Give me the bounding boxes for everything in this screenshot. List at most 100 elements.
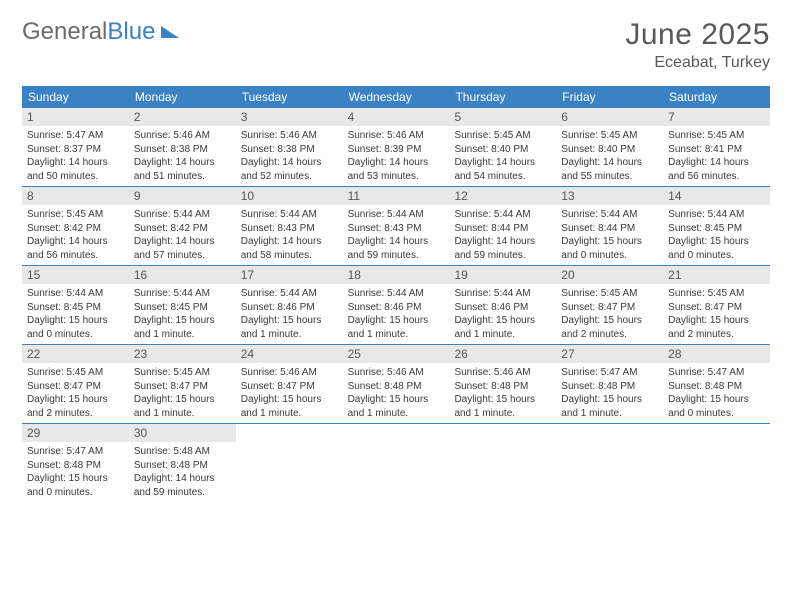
day-cell: 13Sunrise: 5:44 AMSunset: 8:44 PMDayligh…	[556, 187, 663, 265]
day-d2-line: and 59 minutes.	[348, 249, 445, 263]
day-cell: 24Sunrise: 5:46 AMSunset: 8:47 PMDayligh…	[236, 345, 343, 423]
day-sr-line: Sunrise: 5:46 AM	[241, 366, 338, 380]
day-details: Sunrise: 5:44 AMSunset: 8:45 PMDaylight:…	[129, 284, 236, 344]
day-ss-line: Sunset: 8:39 PM	[348, 143, 445, 157]
day-ss-line: Sunset: 8:38 PM	[241, 143, 338, 157]
day-cell: 4Sunrise: 5:46 AMSunset: 8:39 PMDaylight…	[343, 108, 450, 186]
day-d1-line: Daylight: 14 hours	[241, 156, 338, 170]
day-cell: 1Sunrise: 5:47 AMSunset: 8:37 PMDaylight…	[22, 108, 129, 186]
day-ss-line: Sunset: 8:48 PM	[668, 380, 765, 394]
day-sr-line: Sunrise: 5:48 AM	[134, 445, 231, 459]
day-number: 14	[663, 187, 770, 205]
calendar-page: General Blue June 2025 Eceabat, Turkey S…	[0, 0, 792, 520]
day-details: Sunrise: 5:44 AMSunset: 8:46 PMDaylight:…	[343, 284, 450, 344]
day-cell: 16Sunrise: 5:44 AMSunset: 8:45 PMDayligh…	[129, 266, 236, 344]
day-d2-line: and 59 minutes.	[134, 486, 231, 500]
day-d2-line: and 58 minutes.	[241, 249, 338, 263]
day-sr-line: Sunrise: 5:47 AM	[27, 129, 124, 143]
day-cell: 8Sunrise: 5:45 AMSunset: 8:42 PMDaylight…	[22, 187, 129, 265]
day-cell: 3Sunrise: 5:46 AMSunset: 8:38 PMDaylight…	[236, 108, 343, 186]
day-ss-line: Sunset: 8:48 PM	[561, 380, 658, 394]
day-ss-line: Sunset: 8:47 PM	[241, 380, 338, 394]
day-sr-line: Sunrise: 5:45 AM	[454, 129, 551, 143]
weekday-header-row: Sunday Monday Tuesday Wednesday Thursday…	[22, 86, 770, 108]
day-sr-line: Sunrise: 5:45 AM	[27, 208, 124, 222]
day-cell: 14Sunrise: 5:44 AMSunset: 8:45 PMDayligh…	[663, 187, 770, 265]
day-ss-line: Sunset: 8:40 PM	[561, 143, 658, 157]
day-details: Sunrise: 5:45 AMSunset: 8:47 PMDaylight:…	[556, 284, 663, 344]
empty-cell	[236, 424, 343, 502]
day-d2-line: and 2 minutes.	[668, 328, 765, 342]
day-d1-line: Daylight: 14 hours	[134, 472, 231, 486]
day-ss-line: Sunset: 8:48 PM	[348, 380, 445, 394]
logo-text-blue: Blue	[107, 18, 155, 46]
day-d2-line: and 1 minute.	[454, 328, 551, 342]
day-details: Sunrise: 5:47 AMSunset: 8:48 PMDaylight:…	[663, 363, 770, 423]
weekday-friday: Friday	[556, 86, 663, 108]
day-ss-line: Sunset: 8:43 PM	[241, 222, 338, 236]
day-cell: 20Sunrise: 5:45 AMSunset: 8:47 PMDayligh…	[556, 266, 663, 344]
logo-triangle-icon	[161, 26, 179, 38]
day-d2-line: and 1 minute.	[561, 407, 658, 421]
calendar-row: 22Sunrise: 5:45 AMSunset: 8:47 PMDayligh…	[22, 344, 770, 423]
day-sr-line: Sunrise: 5:46 AM	[454, 366, 551, 380]
day-cell: 28Sunrise: 5:47 AMSunset: 8:48 PMDayligh…	[663, 345, 770, 423]
month-title: June 2025	[625, 18, 770, 52]
day-ss-line: Sunset: 8:37 PM	[27, 143, 124, 157]
empty-cell	[663, 424, 770, 502]
day-d1-line: Daylight: 14 hours	[668, 156, 765, 170]
day-d2-line: and 57 minutes.	[134, 249, 231, 263]
day-sr-line: Sunrise: 5:44 AM	[27, 287, 124, 301]
day-sr-line: Sunrise: 5:47 AM	[27, 445, 124, 459]
day-details: Sunrise: 5:44 AMSunset: 8:43 PMDaylight:…	[343, 205, 450, 265]
day-sr-line: Sunrise: 5:46 AM	[241, 129, 338, 143]
day-d1-line: Daylight: 15 hours	[454, 393, 551, 407]
day-cell: 11Sunrise: 5:44 AMSunset: 8:43 PMDayligh…	[343, 187, 450, 265]
day-d2-line: and 1 minute.	[241, 407, 338, 421]
day-d2-line: and 2 minutes.	[561, 328, 658, 342]
weekday-wednesday: Wednesday	[343, 86, 450, 108]
day-ss-line: Sunset: 8:40 PM	[454, 143, 551, 157]
day-d2-line: and 2 minutes.	[27, 407, 124, 421]
day-details: Sunrise: 5:44 AMSunset: 8:43 PMDaylight:…	[236, 205, 343, 265]
day-d1-line: Daylight: 14 hours	[27, 235, 124, 249]
day-cell: 5Sunrise: 5:45 AMSunset: 8:40 PMDaylight…	[449, 108, 556, 186]
day-number: 20	[556, 266, 663, 284]
day-sr-line: Sunrise: 5:44 AM	[454, 208, 551, 222]
day-cell: 21Sunrise: 5:45 AMSunset: 8:47 PMDayligh…	[663, 266, 770, 344]
day-number: 7	[663, 108, 770, 126]
day-details: Sunrise: 5:46 AMSunset: 8:39 PMDaylight:…	[343, 126, 450, 186]
day-cell: 6Sunrise: 5:45 AMSunset: 8:40 PMDaylight…	[556, 108, 663, 186]
logo: General Blue	[22, 18, 179, 46]
day-d2-line: and 56 minutes.	[668, 170, 765, 184]
empty-cell	[343, 424, 450, 502]
day-ss-line: Sunset: 8:47 PM	[134, 380, 231, 394]
day-d1-line: Daylight: 15 hours	[27, 314, 124, 328]
day-ss-line: Sunset: 8:47 PM	[668, 301, 765, 315]
day-d1-line: Daylight: 15 hours	[454, 314, 551, 328]
day-ss-line: Sunset: 8:43 PM	[348, 222, 445, 236]
day-ss-line: Sunset: 8:46 PM	[454, 301, 551, 315]
calendar-row: 29Sunrise: 5:47 AMSunset: 8:48 PMDayligh…	[22, 423, 770, 502]
day-number: 9	[129, 187, 236, 205]
day-sr-line: Sunrise: 5:45 AM	[561, 129, 658, 143]
day-d1-line: Daylight: 14 hours	[348, 156, 445, 170]
day-ss-line: Sunset: 8:47 PM	[27, 380, 124, 394]
day-d2-line: and 0 minutes.	[668, 407, 765, 421]
day-sr-line: Sunrise: 5:47 AM	[561, 366, 658, 380]
day-cell: 10Sunrise: 5:44 AMSunset: 8:43 PMDayligh…	[236, 187, 343, 265]
day-cell: 25Sunrise: 5:46 AMSunset: 8:48 PMDayligh…	[343, 345, 450, 423]
day-number: 23	[129, 345, 236, 363]
day-details: Sunrise: 5:46 AMSunset: 8:48 PMDaylight:…	[343, 363, 450, 423]
day-sr-line: Sunrise: 5:44 AM	[668, 208, 765, 222]
day-d2-line: and 56 minutes.	[27, 249, 124, 263]
day-d1-line: Daylight: 14 hours	[454, 156, 551, 170]
day-d1-line: Daylight: 15 hours	[348, 314, 445, 328]
calendar-grid: Sunday Monday Tuesday Wednesday Thursday…	[22, 86, 770, 502]
day-number: 8	[22, 187, 129, 205]
day-number: 29	[22, 424, 129, 442]
day-ss-line: Sunset: 8:45 PM	[668, 222, 765, 236]
day-d1-line: Daylight: 14 hours	[561, 156, 658, 170]
day-number: 22	[22, 345, 129, 363]
day-sr-line: Sunrise: 5:44 AM	[241, 287, 338, 301]
